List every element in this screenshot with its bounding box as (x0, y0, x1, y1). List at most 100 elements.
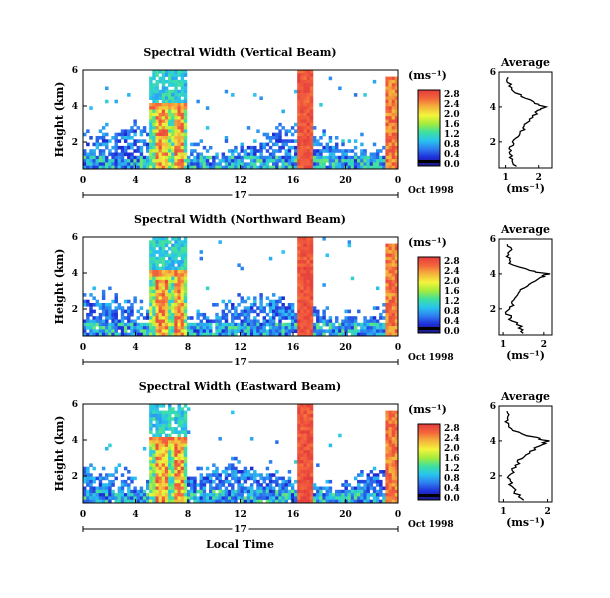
heatmap-cell (325, 329, 329, 333)
heatmap-cell (300, 312, 304, 317)
heatmap-cell (177, 152, 181, 157)
heatmap-cell (92, 319, 96, 324)
heatmap-cell (196, 329, 200, 333)
heatmap-cell (287, 332, 292, 337)
heatmap-cell (183, 453, 188, 458)
heatmap-cell (183, 270, 188, 274)
heatmap-cell (168, 293, 172, 297)
heatmap-cell (105, 162, 109, 166)
heatmap-cell (297, 303, 301, 307)
heatmap-cell (202, 326, 207, 330)
heatmap-cell (394, 142, 399, 147)
heatmap-cell (123, 309, 128, 314)
heatmap-cell (278, 149, 282, 153)
heatmap-cell (164, 489, 169, 494)
heatmap-cell (262, 145, 266, 150)
colorbar (417, 89, 441, 167)
heatmap-cell (388, 417, 392, 421)
heatmap-cell (105, 483, 109, 487)
heatmap-cell (123, 136, 128, 140)
heatmap-cell (322, 329, 326, 333)
heatmap-cell (306, 122, 311, 127)
heatmap-cell (120, 149, 125, 153)
y-tick-label: 6 (72, 400, 78, 410)
heatmap-cell (205, 159, 210, 163)
heatmap-cell (155, 136, 159, 140)
heatmap-cell (253, 299, 257, 304)
heatmap-cell (158, 466, 163, 471)
heatmap-cell (180, 165, 185, 170)
heatmap-cell (205, 329, 210, 333)
heatmap-cell (290, 493, 295, 497)
heatmap-cell (391, 136, 396, 140)
heatmap-cell (312, 162, 317, 166)
heatmap-cell (300, 159, 304, 163)
heatmap-cell (268, 499, 273, 504)
heatmap-cell (180, 326, 185, 330)
heatmap-cell (287, 303, 292, 307)
heatmap-cell (205, 319, 210, 324)
heatmap-cell (265, 136, 270, 140)
heatmap-cell (168, 79, 172, 84)
heatmap-cell (152, 293, 156, 297)
heatmap-cell (243, 326, 248, 330)
heatmap-cell (149, 332, 153, 337)
heatmap-cell (133, 129, 137, 133)
heatmap-cell (152, 106, 156, 110)
heatmap-cell (256, 473, 260, 477)
heatmap-cell (149, 279, 153, 284)
heatmap-cell (272, 309, 276, 314)
heatmap-cell (322, 165, 326, 170)
heatmap-cell (174, 483, 178, 487)
heatmap-cell (174, 410, 178, 415)
heatmap-cell (139, 165, 144, 170)
heatmap-cell (199, 486, 203, 491)
heatmap-cell (171, 159, 175, 163)
heatmap-cell (139, 155, 144, 160)
heatmap-cell (158, 456, 163, 461)
heatmap-cell (391, 152, 396, 157)
heatmap-cell (338, 329, 342, 333)
heatmap-cell (306, 112, 311, 117)
heatmap-cell (243, 489, 248, 494)
heatmap-cell (388, 155, 392, 160)
heatmap-cell (174, 106, 178, 110)
heatmap-cell (177, 93, 181, 97)
heatmap-cell (190, 152, 194, 157)
heatmap-cell (253, 159, 257, 163)
heatmap-cell (391, 423, 396, 428)
heatmap-cell (306, 256, 311, 261)
heatmap-cell (215, 312, 219, 317)
day-label-bg (232, 190, 249, 200)
heatmap-cell (300, 423, 304, 428)
heatmap-cell (158, 165, 163, 170)
heatmap-cell (306, 270, 311, 274)
heatmap-cell (394, 309, 399, 314)
heatmap-cell (353, 152, 358, 157)
heatmap-cell (278, 329, 282, 333)
heatmap-cell (275, 483, 279, 487)
heatmap-cell (98, 142, 103, 147)
heatmap-cell (101, 132, 106, 137)
heatmap-cell (199, 162, 203, 166)
heatmap-cell (275, 303, 279, 307)
heatmap-cell (385, 279, 389, 284)
heatmap-cell (385, 283, 389, 287)
heatmap-cell (130, 493, 134, 497)
heatmap-cell (199, 250, 203, 254)
heatmap-cell (259, 296, 263, 300)
heatmap-cell (164, 132, 169, 137)
heatmap-cell (303, 427, 307, 431)
heatmap-cell (149, 473, 153, 477)
heatmap-cell (171, 237, 175, 241)
heatmap-cell (142, 126, 147, 130)
heatmap-cell (306, 430, 311, 434)
heatmap-cell (111, 473, 115, 477)
heatmap-cell (183, 417, 188, 421)
heatmap-cell (164, 293, 169, 297)
heatmap-cell (180, 427, 185, 431)
heatmap-cell (142, 329, 147, 333)
heatmap-cell (161, 322, 166, 327)
heatmap-cell (281, 486, 285, 491)
heatmap-cell (275, 159, 279, 163)
